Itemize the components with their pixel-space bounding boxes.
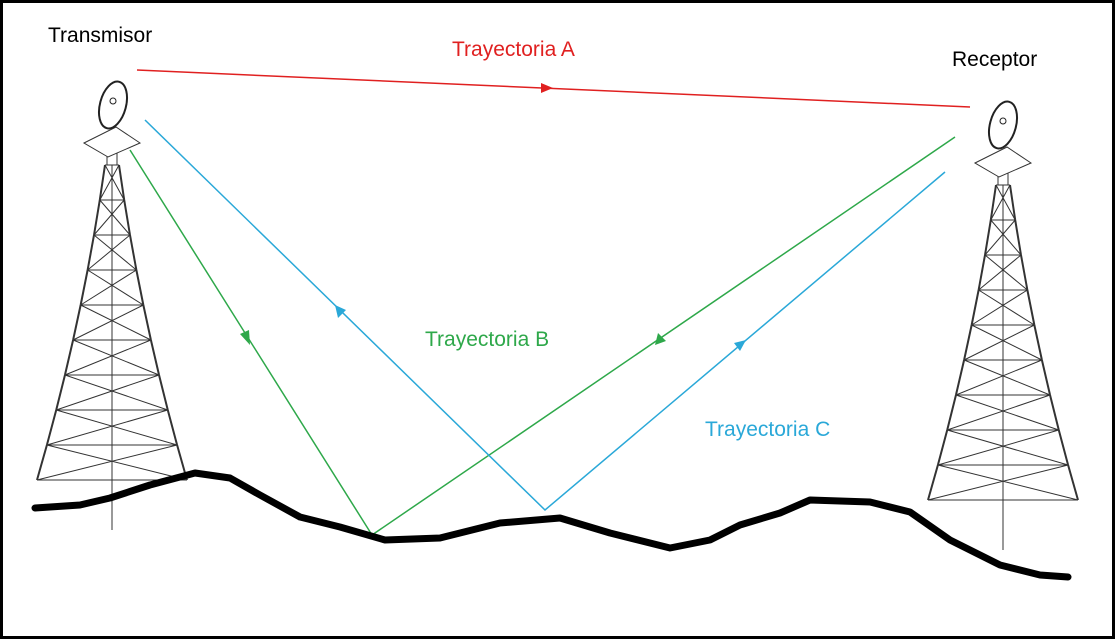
tower-leg bbox=[79, 269, 89, 306]
dish bbox=[987, 100, 1019, 150]
tower-brace bbox=[93, 234, 137, 271]
tower-brace bbox=[72, 304, 144, 341]
path-c-arrow bbox=[734, 340, 746, 351]
tower-leg bbox=[93, 199, 101, 236]
tower-brace bbox=[971, 289, 1028, 326]
tower-leg bbox=[98, 164, 106, 201]
tower-leg bbox=[86, 234, 95, 271]
tower-leg bbox=[970, 289, 980, 326]
path-a-label: Trayectoria A bbox=[452, 38, 575, 61]
towers bbox=[36, 80, 1079, 550]
tower-leg bbox=[166, 409, 179, 446]
tower-brace bbox=[955, 394, 1059, 431]
tower-leg bbox=[954, 359, 966, 396]
tower-leg bbox=[946, 394, 957, 431]
path-a-line bbox=[136, 69, 971, 108]
tower-leg bbox=[1009, 184, 1017, 221]
tower-brace bbox=[978, 289, 1035, 326]
tower-leg bbox=[45, 409, 58, 446]
tower-leg bbox=[72, 304, 82, 341]
tower-brace bbox=[64, 374, 168, 411]
dish-platform bbox=[973, 146, 1033, 178]
tower-leg bbox=[63, 339, 75, 376]
tower-brace bbox=[80, 269, 137, 306]
tower-brace bbox=[36, 444, 178, 481]
tower-brace bbox=[56, 409, 178, 446]
tower-brace bbox=[104, 164, 125, 201]
tower-brace bbox=[963, 359, 1051, 396]
path-a-arrow bbox=[541, 83, 553, 93]
tower-brace bbox=[87, 269, 144, 306]
tower-leg bbox=[936, 429, 949, 466]
tower-brace bbox=[937, 429, 1059, 466]
tower-brace bbox=[955, 359, 1043, 396]
tower-leg bbox=[989, 184, 997, 221]
tower-leg bbox=[149, 339, 161, 376]
tower-leg bbox=[1014, 219, 1022, 256]
tower-brace bbox=[46, 444, 188, 481]
tower-brace bbox=[990, 184, 1011, 221]
dish-feed bbox=[109, 97, 117, 105]
tower-leg bbox=[1057, 429, 1070, 466]
path-b-label: Trayectoria B bbox=[425, 328, 549, 351]
tower-leg bbox=[142, 304, 152, 341]
tower-brace bbox=[93, 199, 125, 236]
tower-leg bbox=[984, 219, 992, 256]
tower-leg bbox=[135, 269, 145, 306]
tower-brace bbox=[937, 464, 1079, 501]
tower-brace bbox=[947, 394, 1051, 431]
tower-brace bbox=[978, 254, 1022, 291]
tower-leg bbox=[118, 164, 126, 201]
tower-leg bbox=[55, 374, 66, 411]
tower-brace bbox=[46, 409, 168, 446]
tower-leg bbox=[963, 324, 973, 361]
tower-leg bbox=[158, 374, 169, 411]
path-b-arrow bbox=[655, 333, 666, 345]
tower-leg bbox=[123, 199, 131, 236]
tower-brace bbox=[984, 219, 1016, 256]
tower-brace bbox=[971, 324, 1043, 361]
tower-leg bbox=[1026, 289, 1036, 326]
path-c-label: Trayectoria C bbox=[705, 418, 830, 441]
tower-brace bbox=[963, 324, 1035, 361]
dish-feed bbox=[999, 117, 1007, 125]
tower-leg bbox=[129, 234, 138, 271]
dish bbox=[97, 80, 129, 130]
tower-brace bbox=[947, 429, 1069, 466]
tower-leg bbox=[1040, 359, 1052, 396]
tower-leg bbox=[927, 464, 939, 501]
tower-brace bbox=[56, 374, 160, 411]
tower-leg bbox=[36, 444, 48, 481]
terrain bbox=[31, 469, 1072, 581]
receiver-label: Receptor bbox=[952, 48, 1037, 71]
tower-brace bbox=[64, 339, 152, 376]
tower-brace bbox=[984, 254, 1028, 291]
tower-leg bbox=[1033, 324, 1043, 361]
tower-brace bbox=[99, 199, 131, 236]
tower-brace bbox=[72, 339, 160, 376]
tower-brace bbox=[927, 464, 1069, 501]
path-c-arrow bbox=[335, 305, 346, 318]
tower-brace bbox=[80, 304, 152, 341]
tower-brace bbox=[87, 234, 131, 271]
tower-brace bbox=[99, 164, 120, 201]
path-b-arrow bbox=[240, 330, 250, 345]
tower-brace bbox=[990, 219, 1022, 256]
tower-leg bbox=[1020, 254, 1029, 291]
tower-leg bbox=[977, 254, 986, 291]
tower-leg bbox=[1049, 394, 1060, 431]
path-c-line bbox=[144, 119, 946, 512]
transmitter-label: Transmisor bbox=[48, 24, 152, 47]
dish-platform bbox=[82, 126, 142, 158]
tower-leg bbox=[1067, 464, 1079, 501]
tower-brace bbox=[995, 184, 1016, 221]
